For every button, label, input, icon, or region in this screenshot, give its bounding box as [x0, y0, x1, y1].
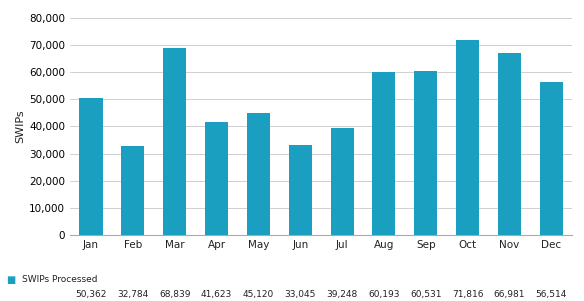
Bar — [331, 129, 354, 235]
Bar — [373, 72, 395, 235]
Bar — [121, 146, 144, 235]
Bar — [79, 98, 103, 235]
Text: 33,045: 33,045 — [284, 290, 316, 299]
Text: ■: ■ — [6, 275, 15, 285]
Text: 60,193: 60,193 — [369, 290, 399, 299]
Y-axis label: SWIPs: SWIPs — [15, 110, 25, 143]
Bar — [163, 48, 186, 235]
Text: 56,514: 56,514 — [536, 290, 567, 299]
Bar — [414, 71, 437, 235]
Text: 50,362: 50,362 — [75, 290, 107, 299]
Text: 66,981: 66,981 — [494, 290, 525, 299]
Bar — [540, 82, 563, 235]
Text: 68,839: 68,839 — [159, 290, 190, 299]
Text: SWIPs Processed: SWIPs Processed — [22, 275, 98, 284]
Bar — [498, 53, 521, 235]
Text: 71,816: 71,816 — [452, 290, 484, 299]
Bar — [247, 113, 270, 235]
Text: 32,784: 32,784 — [117, 290, 148, 299]
Text: 39,248: 39,248 — [326, 290, 358, 299]
Text: 41,623: 41,623 — [201, 290, 232, 299]
Bar — [288, 145, 312, 235]
Text: 60,531: 60,531 — [410, 290, 442, 299]
Text: 45,120: 45,120 — [243, 290, 274, 299]
Bar — [456, 40, 479, 235]
Bar — [205, 122, 228, 235]
